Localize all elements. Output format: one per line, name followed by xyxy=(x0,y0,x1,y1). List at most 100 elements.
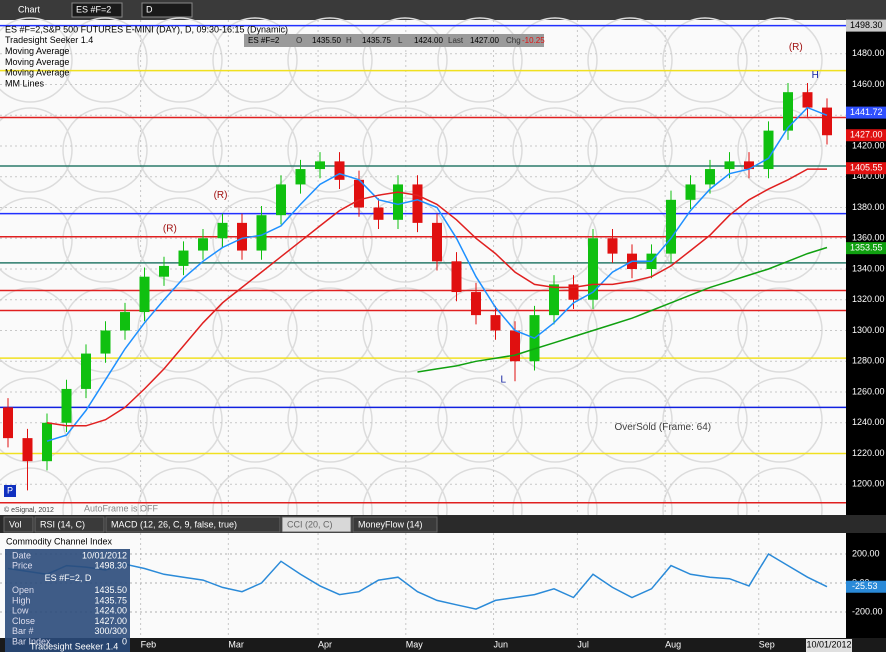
bg-circle xyxy=(212,197,298,283)
interval-input[interactable]: D xyxy=(146,4,153,14)
dw-value: 10/01/2012 xyxy=(82,550,127,560)
dw-label: Date xyxy=(12,550,31,560)
tab-label[interactable]: MoneyFlow (14) xyxy=(358,519,423,529)
interval-box[interactable] xyxy=(141,2,193,18)
price-marker-label: 1405.55 xyxy=(850,163,883,173)
tab[interactable] xyxy=(34,516,105,533)
price-marker-label: 1441.72 xyxy=(850,107,883,117)
symbol-box[interactable] xyxy=(71,2,123,18)
bg-circle xyxy=(662,377,748,463)
tab-label[interactable]: Vol xyxy=(9,519,22,529)
bg-circle xyxy=(0,377,73,463)
dw-label: Close xyxy=(12,616,35,626)
x-tick-label: Apr xyxy=(318,639,332,649)
candle-body xyxy=(198,238,208,251)
candle-body xyxy=(763,130,774,170)
bg-circle xyxy=(0,197,73,283)
candle-body xyxy=(139,276,150,313)
candle-body xyxy=(471,292,481,316)
candle-body xyxy=(22,438,33,462)
bg-circle xyxy=(0,107,73,193)
candle-body xyxy=(744,161,754,170)
candle-body xyxy=(256,215,267,251)
candle-body xyxy=(373,207,384,220)
candle-body xyxy=(81,353,91,389)
bg-circle xyxy=(587,17,673,103)
candle-body xyxy=(412,184,423,223)
tab-label[interactable]: CCI (20, C) xyxy=(287,519,333,529)
readout-item: Last xyxy=(448,36,464,45)
readout-item: 1427.00 xyxy=(470,36,499,45)
p-marker-text: P xyxy=(7,485,13,495)
price-chart: (R) (R) (R) H L OverSold (Frame: 64) xyxy=(0,17,846,553)
bg-circle xyxy=(362,107,448,193)
y-tick-label: 1280.00 xyxy=(852,356,885,366)
y-tick-label: 1420.00 xyxy=(852,140,885,150)
copyright: © eSignal, 2012 xyxy=(4,506,54,514)
x-tick-label: May xyxy=(406,639,424,649)
bg-circle xyxy=(362,17,448,103)
x-tick-label: Aug xyxy=(665,639,681,649)
dw-footer: Tradesight Seeker 1.4 xyxy=(30,641,118,651)
annotation: OverSold (Frame: 64) xyxy=(614,422,711,433)
bg-circle xyxy=(137,107,223,193)
bg-circle xyxy=(62,107,148,193)
legend-entry: MM Lines xyxy=(5,78,45,88)
bg-circle xyxy=(512,377,598,463)
y-tick-label: 1320.00 xyxy=(852,294,885,304)
data-window xyxy=(5,549,130,652)
price-axis xyxy=(846,20,886,515)
readout-item: O xyxy=(296,36,302,45)
candle-body xyxy=(432,222,442,262)
dw-value: 300/300 xyxy=(94,626,127,636)
candle-body xyxy=(510,330,520,362)
bg-circle xyxy=(137,17,223,103)
candle-body xyxy=(3,407,13,439)
candle-body xyxy=(705,169,715,185)
price-marker xyxy=(846,162,886,175)
readout-item: 1424.00 xyxy=(414,36,443,45)
bg-circle xyxy=(587,107,673,193)
bg-circle xyxy=(137,377,223,463)
tab[interactable] xyxy=(105,516,281,533)
dw-value: 1424.00 xyxy=(94,606,127,616)
bg-circle xyxy=(287,377,373,463)
dw-label: Bar # xyxy=(12,626,34,636)
tab[interactable] xyxy=(281,516,352,533)
cci-last-marker xyxy=(846,580,886,593)
symbol-input[interactable]: ES #F=2 xyxy=(76,4,111,14)
candle-body xyxy=(276,184,286,216)
candle-body xyxy=(100,330,111,354)
cci-background xyxy=(0,533,846,638)
annotation: L xyxy=(501,374,507,385)
candle-body xyxy=(724,161,735,170)
tab[interactable] xyxy=(3,516,34,533)
x-tick-label: Jun xyxy=(494,639,509,649)
readout-strip xyxy=(244,34,544,47)
bg-circle xyxy=(662,197,748,283)
x-tick-label: Feb xyxy=(141,639,157,649)
readout-item: 1435.75 xyxy=(362,36,391,45)
bg-circle xyxy=(212,377,298,463)
price-marker-label: 1427.00 xyxy=(850,130,883,140)
tab-label[interactable]: RSI (14, C) xyxy=(40,519,85,529)
bg-circle xyxy=(362,197,448,283)
tab[interactable] xyxy=(352,516,438,533)
dw-label: Open xyxy=(12,585,34,595)
price-marker xyxy=(846,19,886,32)
candle-body xyxy=(822,107,832,136)
x-tick-label: Sep xyxy=(759,639,775,649)
bg-circle xyxy=(437,17,523,103)
dw-label: Bar Index xyxy=(12,636,51,646)
candle-body xyxy=(802,92,813,108)
p-marker xyxy=(4,485,16,497)
legend-entry: ES #F=2,S&P 500 FUTURES E-MINI (DAY), D,… xyxy=(5,24,288,34)
readout-item: 1435.50 xyxy=(312,36,341,45)
bg-circle xyxy=(737,17,823,103)
tab-label[interactable]: MACD (12, 26, C, 9, false, true) xyxy=(111,519,237,529)
toolbar xyxy=(0,0,886,20)
candle-body xyxy=(334,161,345,180)
bg-circle xyxy=(512,107,598,193)
cci-last-label: -25.53 xyxy=(852,581,878,591)
readout-item: ES #F=2 xyxy=(248,36,280,45)
